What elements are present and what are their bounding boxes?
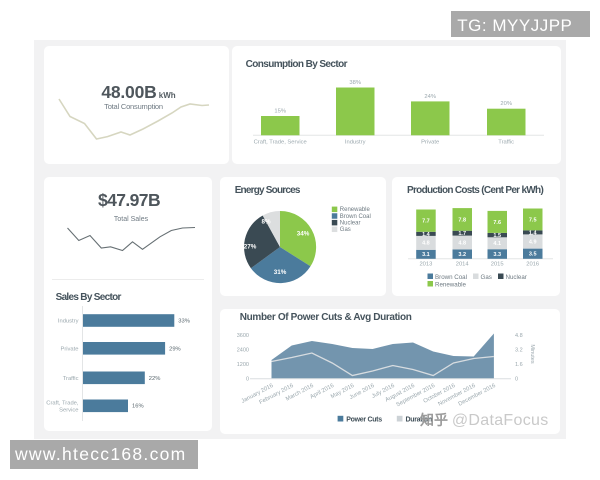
svg-text:38%: 38% <box>349 80 361 86</box>
svg-text:16%: 16% <box>132 404 144 410</box>
svg-text:Brown Coal: Brown Coal <box>340 214 371 220</box>
svg-text:22%: 22% <box>149 376 161 382</box>
svg-text:Craft, Trade, Service: Craft, Trade, Service <box>254 140 307 146</box>
svg-text:3.2: 3.2 <box>458 252 466 258</box>
svg-text:2014: 2014 <box>456 262 470 268</box>
svg-text:Service: Service <box>59 408 78 414</box>
svg-text:3.5: 3.5 <box>529 252 537 258</box>
svg-text:4.8: 4.8 <box>515 333 523 339</box>
svg-text:20%: 20% <box>500 101 512 107</box>
svg-text:4.1: 4.1 <box>493 241 501 247</box>
svg-text:1.4: 1.4 <box>529 230 538 236</box>
svg-text:Nuclear: Nuclear <box>506 274 527 281</box>
svg-text:8%: 8% <box>261 219 271 226</box>
svg-text:Private: Private <box>60 346 78 352</box>
svg-text:Renewable: Renewable <box>435 282 467 289</box>
svg-text:33%: 33% <box>178 319 190 325</box>
svg-text:31%: 31% <box>274 269 287 276</box>
svg-text:1.4: 1.4 <box>422 232 431 238</box>
svg-text:Industry: Industry <box>58 319 79 325</box>
svg-text:Industry: Industry <box>345 140 366 146</box>
svg-text:2400: 2400 <box>237 348 249 354</box>
svg-text:December 2016: December 2016 <box>458 383 497 408</box>
svg-text:Craft, Trade,: Craft, Trade, <box>46 401 79 407</box>
svg-text:2016: 2016 <box>526 262 539 268</box>
svg-text:27%: 27% <box>244 244 257 251</box>
svg-text:24%: 24% <box>424 94 436 100</box>
svg-text:Traffic: Traffic <box>498 140 514 146</box>
svg-text:Traffic: Traffic <box>63 376 79 382</box>
svg-text:7.7: 7.7 <box>422 219 430 225</box>
svg-text:7.8: 7.8 <box>458 217 466 223</box>
svg-text:4.9: 4.9 <box>529 239 537 245</box>
svg-text:Brown Coal: Brown Coal <box>435 274 467 281</box>
svg-text:4.8: 4.8 <box>458 241 466 247</box>
svg-text:Nuclear: Nuclear <box>340 221 361 227</box>
svg-text:Gas: Gas <box>340 227 351 233</box>
svg-text:1.6: 1.6 <box>515 362 523 368</box>
svg-text:Private: Private <box>421 140 439 146</box>
svg-text:3.2: 3.2 <box>515 348 523 354</box>
svg-text:29%: 29% <box>169 346 181 352</box>
svg-text:4.8: 4.8 <box>422 241 430 247</box>
svg-text:Renewable: Renewable <box>340 207 371 213</box>
svg-text:Duration: Duration <box>406 416 432 423</box>
svg-text:Minutes: Minutes <box>529 344 535 364</box>
svg-text:7.5: 7.5 <box>529 217 537 223</box>
svg-text:2015: 2015 <box>491 262 504 268</box>
svg-text:3600: 3600 <box>237 333 249 339</box>
svg-text:2013: 2013 <box>419 262 432 268</box>
svg-text:0: 0 <box>515 377 518 383</box>
svg-text:1.5: 1.5 <box>493 233 501 239</box>
svg-text:Gas: Gas <box>481 274 492 281</box>
svg-text:34%: 34% <box>297 231 310 238</box>
svg-text:3.1: 3.1 <box>422 252 430 258</box>
svg-text:1.7: 1.7 <box>458 231 466 237</box>
svg-text:15%: 15% <box>274 109 286 115</box>
svg-text:1200: 1200 <box>237 362 249 368</box>
svg-text:3.3: 3.3 <box>493 252 501 258</box>
svg-text:7.6: 7.6 <box>493 220 501 226</box>
svg-text:Power Cuts: Power Cuts <box>346 416 382 423</box>
svg-text:0: 0 <box>246 377 249 383</box>
